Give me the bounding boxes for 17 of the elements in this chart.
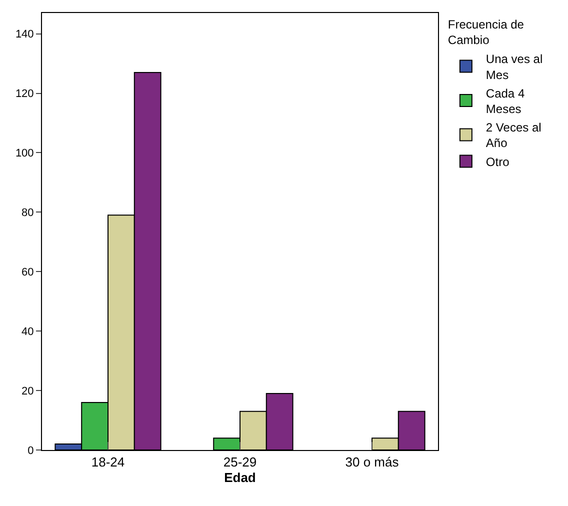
y-tick-label: 80 (22, 207, 34, 220)
x-tick-label: 25-29 (223, 454, 257, 470)
y-tick-label: 100 (15, 148, 34, 160)
y-tick-label: 40 (22, 326, 34, 338)
y-tick-label: 140 (15, 28, 34, 41)
x-tick-label: 30 o más (345, 454, 400, 470)
legend-label: Otro (486, 154, 510, 169)
x-tick-label: 18-24 (91, 454, 125, 470)
y-tick-label: 0 (28, 444, 34, 457)
x-axis-title: Edad (224, 470, 256, 486)
legend-title: Frecuencia de Cambio (448, 18, 524, 48)
y-tick-label: 120 (15, 88, 34, 100)
y-tick-label: 20 (22, 385, 34, 398)
legend-label: Una ves al Mes (486, 52, 543, 82)
legend-label: Cada 4 Meses (486, 86, 525, 116)
y-tick-label: 60 (22, 266, 34, 278)
legend-label: 2 Veces al Año (486, 120, 542, 150)
